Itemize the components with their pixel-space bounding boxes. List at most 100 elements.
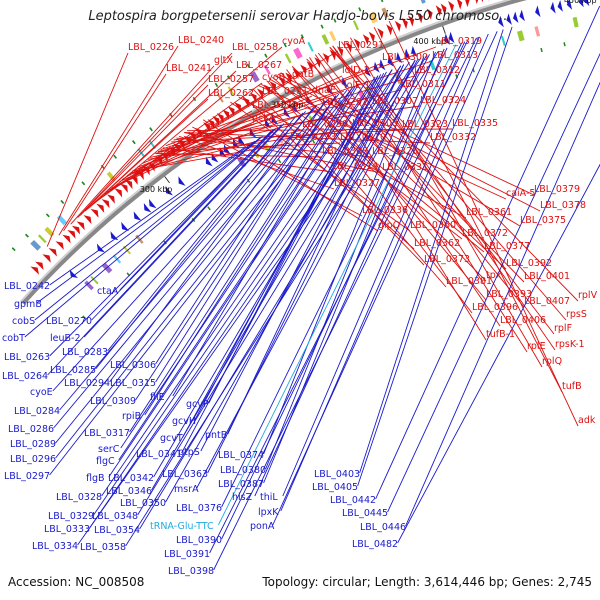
- cds-marker: [11, 247, 16, 252]
- cds-marker: [82, 315, 87, 320]
- reverse-gene-label-leader: [125, 50, 439, 547]
- forward-gene-label: LBL_0406: [500, 315, 546, 326]
- forward-gene-label: glpQ: [378, 220, 400, 231]
- reverse-gene-label-leader: [359, 29, 504, 474]
- reverse-gene-label: LBL_0342: [108, 473, 154, 484]
- forward-gene-label: LBL_0401: [524, 271, 570, 282]
- reverse-gene-label: fliE: [150, 392, 165, 403]
- forward-gene-label: LBL_0360: [410, 220, 456, 231]
- reverse-cds-arrow: [69, 269, 79, 279]
- reverse-gene-label-leader: [24, 135, 263, 338]
- gene-category-block: [500, 35, 506, 46]
- reverse-gene-label: LBL_0309: [90, 396, 136, 407]
- gene-category-block: [307, 41, 314, 52]
- forward-gene-label: LBL_0327: [334, 178, 380, 189]
- forward-cds-arrow: [212, 115, 220, 126]
- forward-gene-label-leader: [266, 80, 447, 288]
- gene-category-block: [352, 20, 359, 31]
- forward-gene-label: LBL_0307: [372, 96, 418, 107]
- forward-gene-label: LBL_0311: [400, 79, 446, 90]
- forward-cds-arrow: [408, 15, 415, 27]
- reverse-gene-label: lpxK: [258, 507, 279, 518]
- forward-cds-arrow: [62, 234, 71, 244]
- topology-summary: Topology: circular; Length: 3,614,446 bp…: [262, 575, 592, 589]
- reverse-gene-label-leader: [55, 93, 340, 444]
- reverse-gene-label-leader: [49, 87, 353, 476]
- position-tick-label: 450 kbp: [564, 0, 597, 5]
- forward-cds-arrow: [90, 208, 99, 218]
- reverse-gene-label: LBL_0391: [164, 549, 210, 560]
- reverse-gene-label-leader: [47, 124, 282, 376]
- cds-marker: [300, 34, 304, 39]
- forward-gene-label: LBL_0313: [432, 50, 478, 61]
- forward-gene-label: LBL_0257: [208, 74, 254, 85]
- forward-gene-label-leader: [132, 142, 291, 172]
- forward-gene-label: LBL_0226: [128, 42, 174, 53]
- reverse-gene-label: serC: [98, 444, 120, 455]
- reverse-gene-label: LBL_0285: [50, 365, 96, 376]
- reverse-cds-arrow: [578, 0, 584, 8]
- forward-cds-arrow: [386, 24, 393, 36]
- forward-gene-label: LBL_0326: [372, 146, 418, 157]
- reverse-gene-label-leader: [387, 52, 600, 513]
- cds-marker: [126, 272, 131, 277]
- reverse-gene-label: ctaA: [97, 286, 119, 297]
- position-tick-label: 300 kbp: [140, 185, 173, 194]
- reverse-gene-label-leader: [36, 140, 255, 304]
- forward-gene-label-leader: [63, 73, 167, 232]
- label-leader-lines: [24, 5, 600, 571]
- reverse-gene-label-leader: [118, 76, 376, 461]
- forward-gene-label: LBL_0336: [362, 205, 408, 216]
- forward-gene-label: LBL_0314: [332, 161, 378, 172]
- forward-gene-label: LBL_0290: [302, 119, 348, 130]
- forward-cds-arrow: [114, 188, 123, 198]
- forward-gene-label-leader: [260, 83, 463, 240]
- forward-cds-arrow: [67, 229, 76, 239]
- forward-gene-label-leader: [46, 52, 129, 247]
- forward-gene-label: dnaE: [312, 85, 336, 96]
- reverse-gene-label-leader: [221, 47, 448, 508]
- forward-gene-label: rpsS: [566, 309, 587, 320]
- forward-gene-label: tufB: [562, 381, 582, 392]
- trna-label: tRNA-Glu-TTC: [150, 521, 214, 532]
- reverse-gene-label: LBL_0242: [4, 281, 50, 292]
- reverse-gene-label: gpmB: [14, 299, 42, 310]
- forward-gene-label: LBL_0361: [466, 207, 512, 218]
- forward-gene-label-leader: [317, 52, 525, 308]
- forward-cds-arrow: [124, 179, 133, 190]
- forward-gene-label-leader: [142, 62, 383, 164]
- position-tick-label: 350 kbp: [271, 101, 304, 110]
- reverse-cds-arrow: [387, 55, 394, 67]
- forward-gene-label: pckA: [252, 113, 276, 124]
- forward-gene-label: LBL_0267: [236, 60, 282, 71]
- forward-gene-label: LBL_0240: [178, 35, 224, 46]
- forward-gene-label-leader: [176, 137, 373, 158]
- reverse-gene-label: LBL_0333: [44, 524, 90, 535]
- cds-marker: [540, 47, 543, 53]
- position-tick: [442, 25, 446, 34]
- forward-gene-label: LBL_0381: [446, 276, 492, 287]
- forward-gene-label: LBL_0241: [166, 63, 212, 74]
- reverse-cds-arrow: [498, 15, 504, 28]
- forward-cds-arrow: [353, 38, 360, 50]
- reverse-gene-label: LBL_0263: [4, 352, 50, 363]
- forward-gene-label-leader: [70, 65, 215, 225]
- gene-category-block: [37, 234, 47, 244]
- cds-marker: [311, 139, 316, 144]
- reverse-gene-label-leader: [213, 37, 477, 571]
- forward-gene-label: LBL_0292: [322, 97, 368, 108]
- reverse-gene-label: LBL_0286: [8, 424, 54, 435]
- reverse-cds-arrow: [566, 0, 573, 10]
- forward-gene-label: LBL_0407: [524, 296, 570, 307]
- reverse-cds-arrow: [506, 13, 512, 25]
- reverse-gene-label: LBL_0374: [218, 450, 264, 461]
- reverse-gene-label: rpiB: [122, 411, 141, 422]
- cds-marker: [81, 181, 86, 186]
- forward-gene-label-leader: [272, 76, 485, 253]
- backbone-highlight: [20, 0, 512, 303]
- reverse-gene-label: LBL_0296: [10, 454, 56, 465]
- reverse-cds-arrow: [292, 102, 299, 113]
- reverse-gene-label-leader: [129, 87, 353, 433]
- reverse-gene-label: LBL_0341: [136, 449, 182, 460]
- reverse-gene-label: LBL_0328: [56, 492, 102, 503]
